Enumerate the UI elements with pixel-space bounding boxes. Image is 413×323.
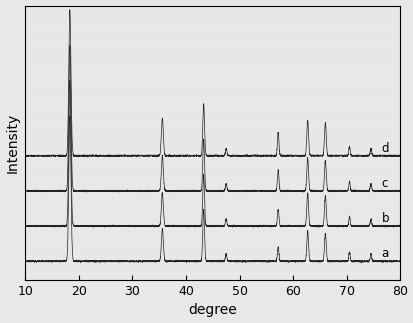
- Text: b: b: [381, 212, 388, 225]
- Y-axis label: Intensity: Intensity: [5, 113, 19, 173]
- Text: c: c: [381, 177, 387, 190]
- Text: d: d: [381, 141, 388, 154]
- X-axis label: degree: degree: [188, 303, 237, 318]
- Text: a: a: [381, 247, 388, 260]
